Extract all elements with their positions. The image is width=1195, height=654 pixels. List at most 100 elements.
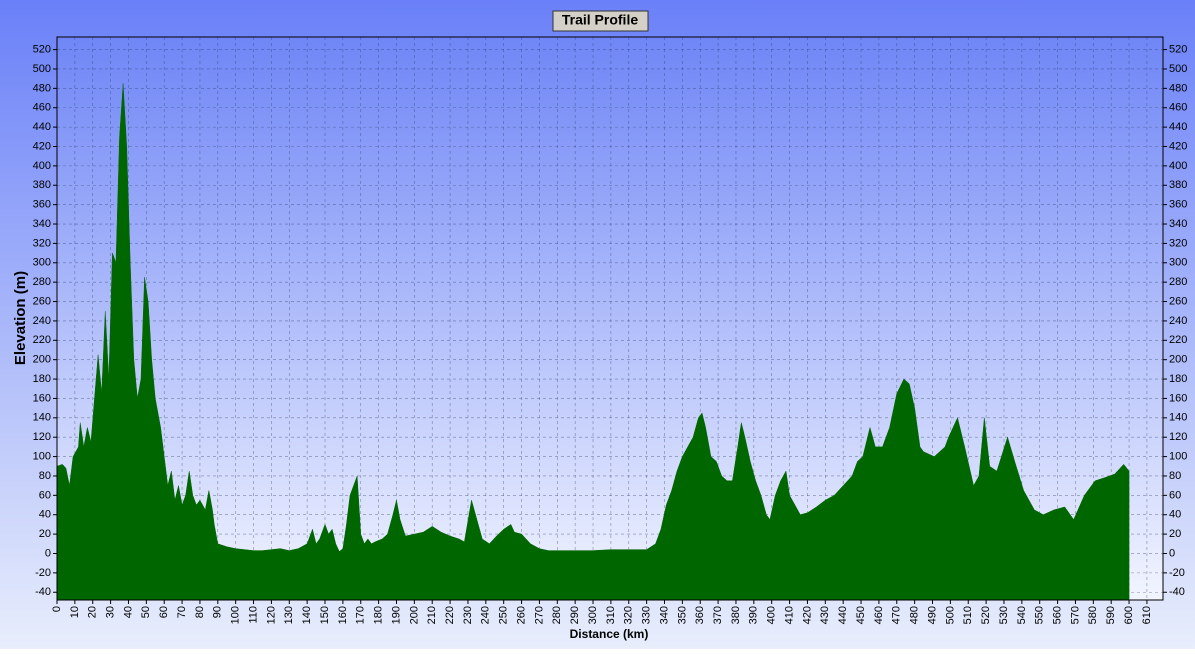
x-tick-label: 590 bbox=[1105, 606, 1117, 624]
x-tick-label: 160 bbox=[337, 606, 349, 624]
y2-tick-label: 420 bbox=[1169, 140, 1187, 152]
x-tick-label: 610 bbox=[1141, 606, 1153, 624]
x-tick-label: 170 bbox=[355, 606, 367, 624]
x-tick-label: 210 bbox=[426, 606, 438, 624]
x-tick-label: 470 bbox=[891, 606, 903, 624]
x-axis-label: Distance (km) bbox=[570, 627, 649, 641]
y2-tick-label: 220 bbox=[1169, 334, 1187, 346]
y-tick-label: 360 bbox=[33, 199, 51, 211]
x-tick-label: 410 bbox=[783, 606, 795, 624]
y2-tick-label: 0 bbox=[1169, 547, 1175, 559]
x-tick-label: 420 bbox=[801, 606, 813, 624]
y2-tick-label: 260 bbox=[1169, 295, 1187, 307]
y-tick-label: 200 bbox=[33, 354, 51, 366]
x-tick-label: 130 bbox=[283, 606, 295, 624]
x-tick-label: 110 bbox=[247, 606, 259, 624]
y2-tick-label: 500 bbox=[1169, 63, 1187, 75]
y2-tick-label: 20 bbox=[1169, 528, 1181, 540]
x-tick-label: 250 bbox=[498, 606, 510, 624]
x-tick-label: 270 bbox=[533, 606, 545, 624]
y2-tick-label: 320 bbox=[1169, 237, 1187, 249]
y-tick-label: 140 bbox=[33, 412, 51, 424]
x-tick-label: 570 bbox=[1069, 606, 1081, 624]
y2-tick-label: 60 bbox=[1169, 489, 1181, 501]
x-tick-label: 580 bbox=[1087, 606, 1099, 624]
y-tick-label: 500 bbox=[33, 63, 51, 75]
x-tick-label: 20 bbox=[87, 606, 99, 618]
y2-tick-label: 100 bbox=[1169, 450, 1187, 462]
x-tick-label: 460 bbox=[873, 606, 885, 624]
x-tick-label: 60 bbox=[158, 606, 170, 618]
y-tick-label: 400 bbox=[33, 160, 51, 172]
y2-tick-label: 380 bbox=[1169, 179, 1187, 191]
y2-tick-label: 200 bbox=[1169, 354, 1187, 366]
y-tick-label: 60 bbox=[39, 489, 51, 501]
y-tick-label: 420 bbox=[33, 140, 51, 152]
x-tick-label: 540 bbox=[1016, 606, 1028, 624]
x-tick-label: 220 bbox=[444, 606, 456, 624]
x-tick-label: 380 bbox=[730, 606, 742, 624]
y-tick-label: 0 bbox=[45, 547, 51, 559]
x-tick-label: 530 bbox=[998, 606, 1010, 624]
y-tick-label: 220 bbox=[33, 334, 51, 346]
y-tick-label: 100 bbox=[33, 450, 51, 462]
y2-tick-label: 460 bbox=[1169, 102, 1187, 114]
y2-tick-label: 120 bbox=[1169, 431, 1187, 443]
x-tick-label: 600 bbox=[1123, 606, 1135, 624]
y2-tick-label: 400 bbox=[1169, 160, 1187, 172]
x-tick-label: 400 bbox=[766, 606, 778, 624]
elevation-area bbox=[56, 83, 1130, 601]
x-tick-label: 180 bbox=[373, 606, 385, 624]
y2-tick-label: 440 bbox=[1169, 121, 1187, 133]
x-tick-label: 300 bbox=[587, 606, 599, 624]
y-tick-label: 160 bbox=[33, 392, 51, 404]
x-tick-label: 450 bbox=[855, 606, 867, 624]
x-tick-label: 310 bbox=[605, 606, 617, 624]
y2-tick-label: 180 bbox=[1169, 373, 1187, 385]
y-tick-label: 520 bbox=[33, 44, 51, 56]
x-tick-label: 100 bbox=[230, 606, 242, 624]
y2-tick-label: 360 bbox=[1169, 199, 1187, 211]
y2-tick-label: 40 bbox=[1169, 509, 1181, 521]
y2-tick-label: 140 bbox=[1169, 412, 1187, 424]
x-tick-label: 50 bbox=[140, 606, 152, 618]
y-tick-label: -20 bbox=[35, 567, 51, 579]
x-tick-label: 90 bbox=[212, 606, 224, 618]
x-tick-label: 230 bbox=[462, 606, 474, 624]
y-tick-label: 320 bbox=[33, 237, 51, 249]
x-tick-label: 430 bbox=[819, 606, 831, 624]
x-tick-label: 320 bbox=[623, 606, 635, 624]
x-tick-label: 390 bbox=[748, 606, 760, 624]
x-tick-label: 0 bbox=[51, 606, 63, 612]
y-axis-label: Elevation (m) bbox=[12, 271, 29, 365]
y-tick-label: 300 bbox=[33, 257, 51, 269]
y-tick-label: 120 bbox=[33, 431, 51, 443]
y-tick-label: 80 bbox=[39, 470, 51, 482]
x-tick-label: 360 bbox=[694, 606, 706, 624]
plot-border bbox=[56, 36, 1164, 601]
x-tick-label: 190 bbox=[390, 606, 402, 624]
x-tick-label: 350 bbox=[676, 606, 688, 624]
y-tick-label: 240 bbox=[33, 315, 51, 327]
x-tick-label: 440 bbox=[837, 606, 849, 624]
y2-tick-label: -20 bbox=[1169, 567, 1185, 579]
y-tick-label: 340 bbox=[33, 218, 51, 230]
x-tick-label: 10 bbox=[69, 606, 81, 618]
y2-tick-label: 340 bbox=[1169, 218, 1187, 230]
y-tick-label: 40 bbox=[39, 509, 51, 521]
x-tick-label: 120 bbox=[265, 606, 277, 624]
y-tick-label: 440 bbox=[33, 121, 51, 133]
x-tick-label: 550 bbox=[1034, 606, 1046, 624]
y2-tick-label: 300 bbox=[1169, 257, 1187, 269]
y2-tick-label: -40 bbox=[1169, 586, 1185, 598]
x-tick-label: 80 bbox=[194, 606, 206, 618]
y-tick-label: 480 bbox=[33, 82, 51, 94]
x-tick-label: 280 bbox=[551, 606, 563, 624]
x-tick-label: 290 bbox=[569, 606, 581, 624]
y-tick-label: 460 bbox=[33, 102, 51, 114]
y2-tick-label: 520 bbox=[1169, 44, 1187, 56]
x-tick-label: 480 bbox=[909, 606, 921, 624]
y-tick-label: 280 bbox=[33, 276, 51, 288]
x-tick-label: 500 bbox=[944, 606, 956, 624]
